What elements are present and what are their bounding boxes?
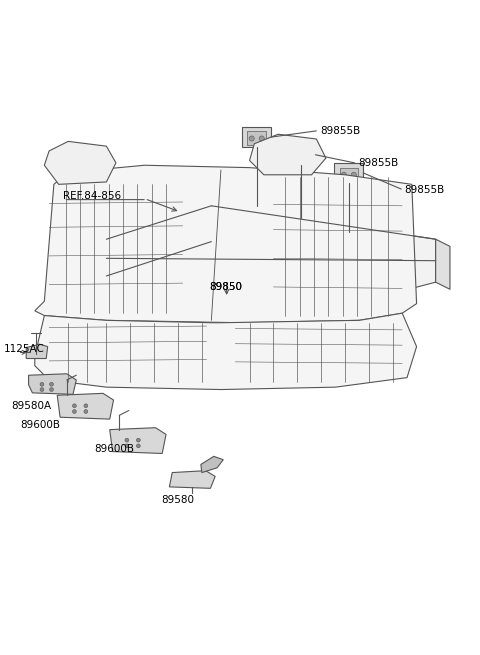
Text: 1125AC: 1125AC [4, 344, 45, 354]
Circle shape [293, 154, 299, 159]
Text: 89850: 89850 [209, 282, 242, 292]
Polygon shape [44, 141, 116, 184]
Text: 89855B: 89855B [405, 185, 445, 195]
Ellipse shape [252, 225, 300, 250]
Polygon shape [436, 239, 450, 290]
Circle shape [136, 444, 140, 448]
Polygon shape [110, 428, 166, 453]
Polygon shape [335, 163, 363, 183]
Circle shape [40, 388, 44, 392]
Text: 89855B: 89855B [359, 158, 398, 168]
Circle shape [72, 404, 76, 407]
Polygon shape [292, 149, 311, 163]
Circle shape [84, 404, 88, 407]
Polygon shape [118, 227, 132, 237]
Polygon shape [169, 471, 215, 489]
Polygon shape [247, 132, 266, 145]
Polygon shape [235, 217, 316, 256]
Polygon shape [107, 206, 436, 310]
Text: 89855B: 89855B [320, 126, 360, 136]
Polygon shape [35, 165, 417, 323]
Polygon shape [287, 145, 315, 165]
Polygon shape [92, 239, 107, 284]
Circle shape [49, 388, 53, 392]
Text: 89580: 89580 [161, 495, 194, 506]
Circle shape [125, 438, 129, 442]
Polygon shape [339, 168, 358, 181]
Polygon shape [35, 313, 417, 390]
Text: 89850: 89850 [209, 282, 242, 292]
Circle shape [84, 409, 88, 413]
Polygon shape [57, 394, 114, 419]
Polygon shape [201, 457, 223, 472]
Polygon shape [155, 225, 163, 234]
Polygon shape [26, 345, 48, 358]
Circle shape [341, 172, 347, 178]
Text: 89600B: 89600B [21, 421, 60, 430]
Circle shape [259, 136, 264, 141]
Polygon shape [396, 253, 408, 261]
Circle shape [125, 444, 129, 448]
Circle shape [303, 154, 309, 159]
Circle shape [249, 136, 254, 141]
Text: 89600B: 89600B [95, 444, 134, 454]
Polygon shape [242, 127, 271, 147]
Text: 89580A: 89580A [11, 402, 51, 411]
Polygon shape [29, 374, 76, 394]
Circle shape [136, 438, 140, 442]
Circle shape [40, 383, 44, 386]
Polygon shape [250, 134, 326, 175]
Circle shape [72, 409, 76, 413]
Circle shape [49, 383, 53, 386]
Text: REF.84-856: REF.84-856 [63, 191, 121, 201]
Polygon shape [368, 247, 380, 255]
Circle shape [351, 172, 356, 178]
Polygon shape [198, 219, 206, 228]
